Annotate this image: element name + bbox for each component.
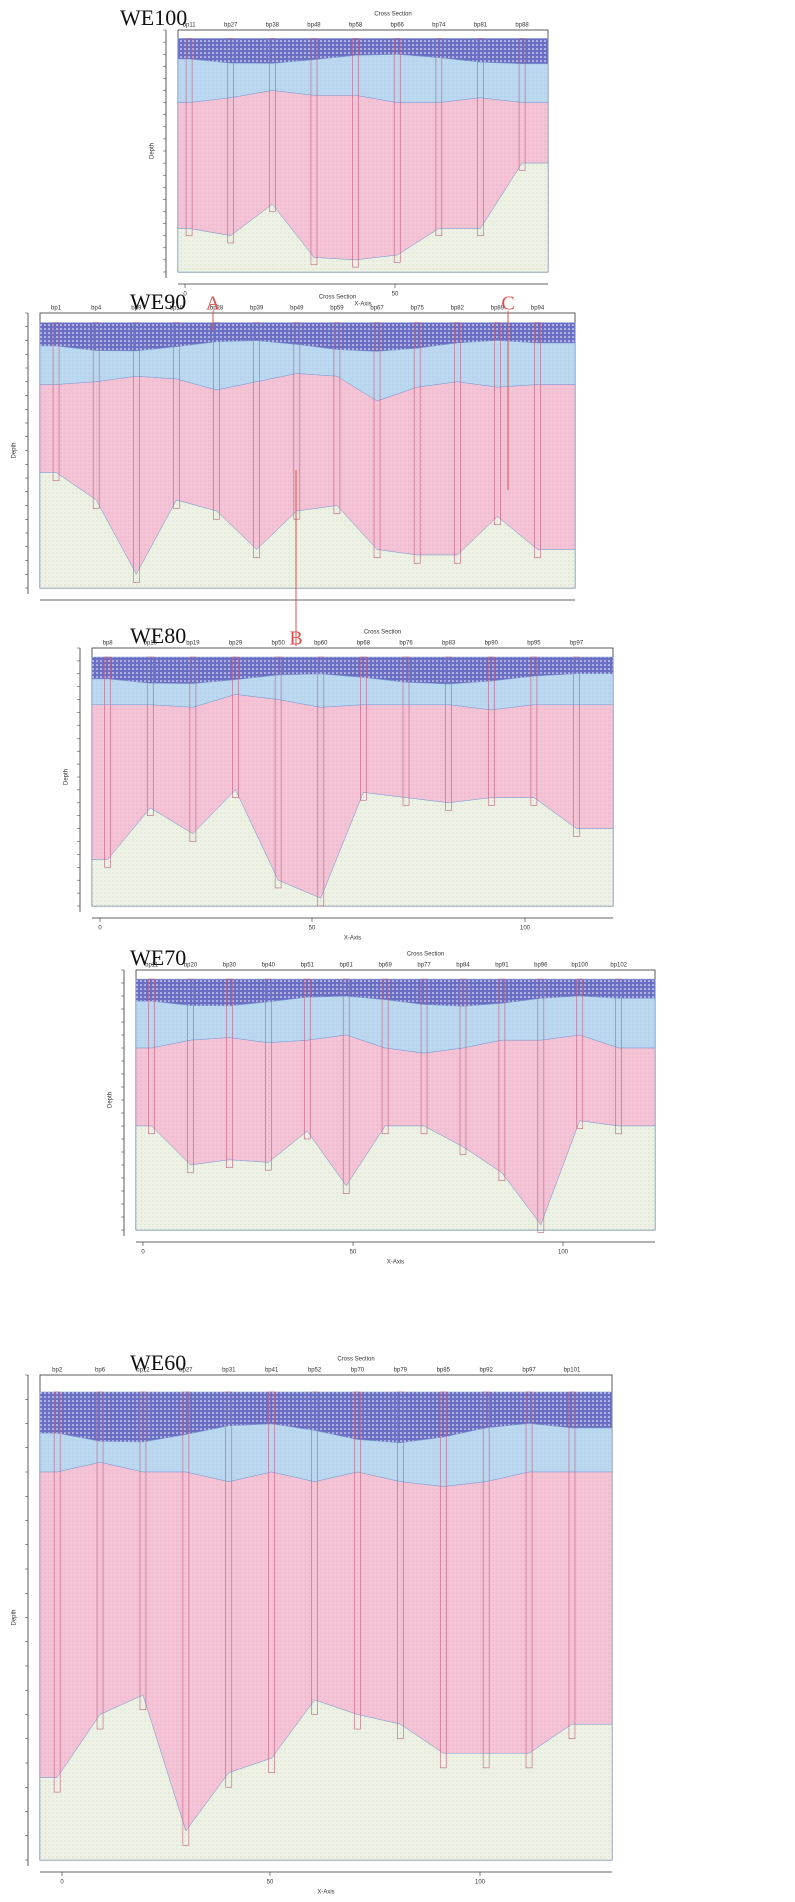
borehole-label: bp74 — [432, 23, 446, 29]
borehole-label: bp92 — [479, 1368, 493, 1374]
section-marker-label: B — [289, 628, 302, 650]
borehole-label: bp83 — [442, 641, 456, 647]
panel-label: WE60 — [130, 1350, 186, 1375]
y-axis-label: Depth — [12, 442, 18, 458]
section-marker-label: C — [501, 293, 514, 315]
borehole-label: bp52 — [308, 1368, 322, 1374]
y-axis-label: Depth — [150, 143, 156, 159]
borehole-label: bp58 — [349, 23, 363, 29]
borehole-label: bp66 — [391, 23, 405, 29]
borehole-label: bp67 — [370, 306, 384, 312]
borehole-label: bp79 — [394, 1368, 408, 1374]
borehole-label: bp2 — [52, 1368, 63, 1374]
borehole-label: bp102 — [610, 963, 627, 969]
borehole-label: bp31 — [222, 1368, 236, 1374]
x-tick-label: 50 — [267, 1880, 274, 1886]
borehole-label: bp29 — [229, 641, 243, 647]
borehole-label: bp84 — [456, 963, 470, 969]
x-tick-label: 50 — [350, 1250, 357, 1256]
x-axis-label: X-Axis — [387, 1260, 404, 1266]
y-axis-label: Depth — [108, 1092, 114, 1108]
borehole-label: bp51 — [301, 963, 315, 969]
borehole-label: bp8 — [103, 641, 114, 647]
borehole-label: bp48 — [307, 23, 321, 29]
borehole-label: bp95 — [527, 641, 541, 647]
borehole-label: bp30 — [223, 963, 237, 969]
borehole-label: bp69 — [378, 963, 392, 969]
borehole-label: bp27 — [224, 23, 238, 29]
borehole-label: bp4 — [91, 306, 102, 312]
x-tick-label: 50 — [309, 926, 316, 932]
borehole-label: bp19 — [186, 641, 200, 647]
borehole-label: bp59 — [330, 306, 344, 312]
borehole-label: bp68 — [357, 641, 371, 647]
borehole-label: bp39 — [250, 306, 264, 312]
x-tick-label: 0 — [60, 1880, 64, 1886]
panel-label: WE90 — [130, 289, 186, 314]
borehole-label: bp82 — [451, 306, 465, 312]
borehole-label: bp76 — [399, 641, 413, 647]
borehole-label: bp6 — [95, 1368, 106, 1374]
borehole-label: bp97 — [522, 1368, 536, 1374]
panel-title: Cross Section — [364, 630, 401, 636]
borehole-label: bp77 — [417, 963, 431, 969]
borehole-label: bp88 — [515, 23, 529, 29]
x-axis-label: X-Axis — [317, 1890, 334, 1896]
panel-title: Cross Section — [407, 952, 444, 958]
panel-label: WE100 — [120, 5, 187, 30]
section-marker-label: A — [206, 293, 221, 315]
panel-title: Cross Section — [337, 1357, 374, 1363]
x-tick-label: 50 — [392, 292, 399, 298]
borehole-label: bp61 — [340, 963, 354, 969]
borehole-label: bp100 — [571, 963, 588, 969]
borehole-label: bp50 — [271, 641, 285, 647]
panel-label: WE70 — [130, 945, 186, 970]
x-tick-label: 100 — [520, 926, 531, 932]
borehole-label: bp49 — [290, 306, 304, 312]
borehole-label: bp60 — [314, 641, 328, 647]
x-tick-label: 0 — [141, 1250, 145, 1256]
x-tick-label: 0 — [98, 926, 102, 932]
x-axis-label: X-Axis — [344, 936, 361, 942]
y-axis-label: Depth — [12, 1609, 18, 1625]
borehole-label: bp94 — [531, 306, 545, 312]
borehole-label: bp70 — [351, 1368, 365, 1374]
figure: bp11bp27bp38bp48bp58bp66bp74bp81bp88WE10… — [0, 0, 795, 1897]
borehole-label: bp81 — [474, 23, 488, 29]
borehole-label: bp41 — [265, 1368, 279, 1374]
borehole-label: bp38 — [266, 23, 280, 29]
borehole-label: bp40 — [262, 963, 276, 969]
panel-title: Cross Section — [319, 295, 356, 301]
y-axis-label: Depth — [64, 769, 70, 785]
borehole-label: bp1 — [51, 306, 62, 312]
borehole-label: bp75 — [410, 306, 424, 312]
x-axis-label: X-Axis — [354, 302, 371, 308]
x-tick-label: 100 — [558, 1250, 569, 1256]
x-tick-label: 100 — [475, 1880, 486, 1886]
borehole-label: bp97 — [570, 641, 584, 647]
panel-label: WE80 — [130, 623, 186, 648]
panel-title: Cross Section — [374, 12, 411, 18]
borehole-label: bp90 — [485, 641, 499, 647]
borehole-label: bp85 — [437, 1368, 451, 1374]
borehole-label: bp91 — [495, 963, 509, 969]
borehole-label: bp101 — [564, 1368, 581, 1374]
borehole-label: bp96 — [534, 963, 548, 969]
